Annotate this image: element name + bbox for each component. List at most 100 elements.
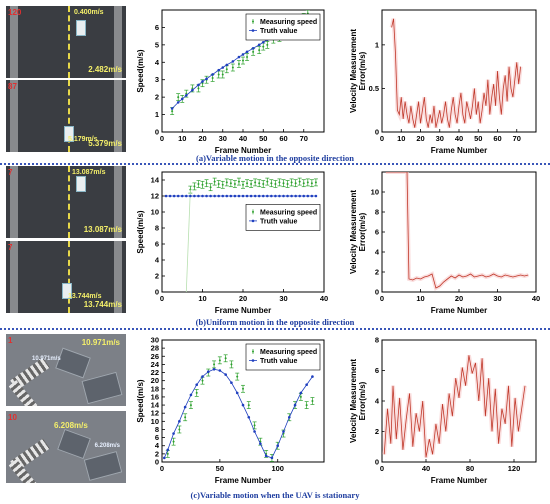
data-point [258, 182, 261, 185]
speed-chart-b: 0 10 20 30 40 0 2 4 6 8 10 12 14 Frame Number Speed(m/… [136, 171, 328, 315]
data-point [242, 183, 244, 186]
photo-b1: 7 13.087m/s 13.087m/s [6, 166, 126, 238]
data-point-truth [231, 60, 235, 63]
data-point-truth [235, 391, 239, 395]
x-axis-label: Frame Number [215, 306, 271, 315]
data-point-measured [241, 384, 245, 393]
data-point-measured [217, 356, 222, 365]
building [81, 371, 123, 405]
legend-label: Truth value [260, 218, 297, 225]
x-tick-label: 20 [198, 134, 206, 143]
x-tick-label: 30 [279, 294, 287, 303]
error-line [391, 18, 521, 128]
data-point-measured [309, 179, 314, 188]
legend-marker [252, 20, 254, 23]
vehicle-speed-label: 10.971m/s [81, 338, 120, 347]
data-point-truth [299, 391, 303, 395]
caption-b: (b)Uniform motion in the opposite direct… [195, 317, 355, 327]
data-point-truth [193, 194, 196, 198]
x-tick-label: 20 [239, 294, 247, 303]
data-point-truth [253, 194, 257, 198]
data-point [258, 49, 261, 52]
x-tick-label: 10 [178, 134, 186, 143]
data-point-measured [220, 180, 225, 189]
x-tick-label: 20 [416, 134, 424, 143]
data-point-measured [204, 179, 209, 188]
x-tick-label: 80 [466, 464, 474, 473]
data-point-truth [197, 83, 200, 87]
y-axis-label: Velocity Measurement [349, 29, 358, 113]
data-point-truth [195, 383, 199, 387]
legend-marker [251, 359, 255, 362]
y-tick-label: 4 [155, 441, 160, 450]
photo-a2: 87 5.179m/s 5.379m/s [6, 80, 126, 152]
data-point-truth [217, 68, 220, 72]
data-point-measured [305, 178, 310, 187]
y-tick-label: 1 [155, 110, 159, 119]
data-point-truth [221, 194, 225, 198]
y-tick-label: 22 [151, 368, 159, 377]
data-point [225, 181, 228, 184]
x-axis-label: Frame Number [215, 476, 271, 485]
lane-divider [68, 80, 72, 152]
data-point [231, 66, 234, 69]
error-chart-b: 0 10 20 30 40 0 2 4 6 8 10 Frame Number Velocity Mea… [349, 171, 540, 315]
x-tick-label: 10 [397, 134, 405, 143]
data-point-measured [277, 178, 282, 187]
data-point-measured [304, 401, 309, 409]
data-point [299, 395, 302, 398]
y-tick-label: 12 [151, 192, 159, 201]
y-tick-label: 14 [151, 176, 160, 185]
data-point-truth [164, 194, 168, 198]
x-tick-label: 50 [474, 134, 482, 143]
data-point-measured [281, 179, 286, 188]
data-point-measured [183, 413, 188, 422]
y-tick-label: 2 [155, 272, 159, 281]
vehicle-speed-label: 5.179m/s [68, 136, 98, 143]
road-edge [114, 80, 122, 152]
road-edge [114, 6, 122, 78]
data-point-measured [224, 178, 229, 187]
y-tick-label: 4 [375, 397, 380, 406]
measured-speed-label: 13.744m/s [83, 300, 122, 309]
data-point-truth [206, 370, 210, 374]
data-point [189, 404, 192, 407]
data-point-truth [168, 194, 172, 198]
photo-c2: 10 6.208m/s 6.208m/s [6, 411, 126, 483]
data-point-truth [266, 194, 269, 198]
y-tick-label: 10 [151, 417, 159, 426]
plot-area [382, 354, 527, 458]
y-tick-label: 2 [155, 449, 159, 458]
vehicle-speed-label: 13.744m/s [68, 293, 102, 300]
y-axis-label: Error(m/s) [358, 212, 367, 251]
data-point-measured [230, 63, 235, 72]
data-point [310, 182, 313, 185]
road-edge [10, 166, 18, 238]
x-tick-label: 30 [436, 134, 444, 143]
y-tick-label: 10 [151, 208, 159, 217]
data-point-measured [216, 180, 221, 188]
data-point [294, 182, 297, 185]
data-point [242, 387, 244, 390]
x-axis-label: Frame Number [215, 146, 271, 155]
y-tick-label: 2 [155, 93, 159, 102]
y-axis-label: Speed(m/s) [136, 379, 145, 422]
data-point-truth [197, 194, 200, 198]
x-tick-label: 70 [300, 134, 308, 143]
data-point [247, 404, 250, 407]
data-point [197, 183, 200, 185]
data-point-truth [249, 194, 253, 198]
data-point [213, 363, 216, 366]
data-point-measured [212, 177, 217, 186]
lane-divider [68, 166, 72, 238]
frame-number: 7 [8, 243, 13, 252]
data-point-measured [252, 421, 257, 430]
data-point [236, 375, 239, 378]
data-point-truth [282, 430, 285, 433]
data-point-measured [297, 177, 302, 186]
y-tick-label: 26 [151, 352, 159, 361]
data-point-truth [201, 194, 204, 198]
legend: Measuring speed Truth value [245, 204, 321, 231]
data-point [221, 73, 224, 76]
data-point [209, 186, 212, 189]
